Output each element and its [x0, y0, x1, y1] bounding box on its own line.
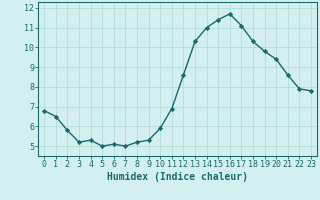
X-axis label: Humidex (Indice chaleur): Humidex (Indice chaleur): [107, 172, 248, 182]
